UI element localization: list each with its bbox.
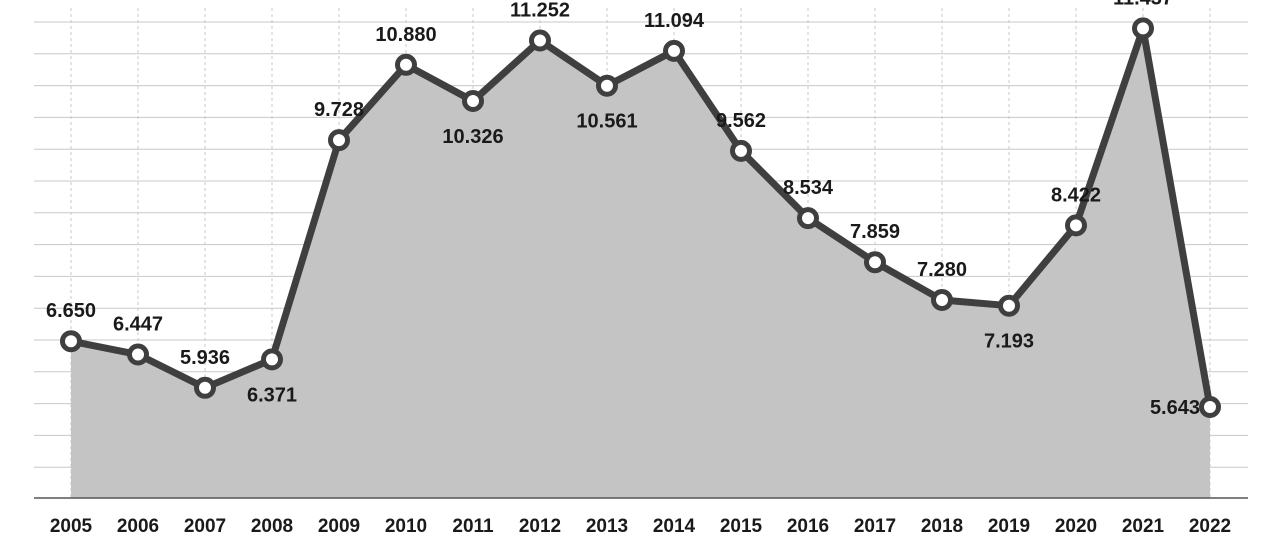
x-tick-label-2008: 2008	[251, 516, 293, 537]
point-marker-2013	[596, 74, 618, 97]
data-label-2021: 11.437	[1113, 0, 1173, 9]
series-line	[67, 24, 1214, 411]
x-tick-label-2016: 2016	[787, 516, 829, 537]
x-tick-label-2010: 2010	[385, 516, 427, 537]
point-markers	[60, 17, 1221, 418]
data-label-2012: 11.252	[510, 0, 570, 22]
x-tick-label-2012: 2012	[519, 516, 561, 537]
data-label-2016: 8.534	[783, 177, 834, 199]
point-marker-2018	[931, 289, 953, 311]
x-tick-label-2015: 2015	[720, 516, 763, 537]
x-tick-label-2011: 2011	[452, 516, 494, 537]
point-marker-2022	[1199, 396, 1221, 418]
point-marker-2014	[663, 39, 685, 62]
point-marker-2012	[529, 29, 551, 52]
x-tick-label-2006: 2006	[117, 516, 159, 537]
data-label-2008: 6.371	[247, 384, 297, 406]
data-label-2007: 5.936	[180, 347, 230, 369]
data-label-2019: 7.193	[984, 331, 1034, 353]
data-label-2010: 10.880	[375, 24, 436, 46]
point-marker-2016	[797, 207, 819, 230]
data-label-2020: 8.422	[1051, 184, 1101, 206]
point-marker-2021	[1132, 17, 1154, 40]
point-marker-2011	[462, 90, 484, 112]
x-tick-labels: 2005 2006 2007 2008 2009 2010 2011 2012 2013 2014…	[50, 516, 1231, 537]
point-marker-2005	[60, 330, 82, 353]
data-label-2017: 7.859	[850, 221, 900, 243]
data-label-2015: 9.562	[716, 110, 766, 132]
point-marker-2020	[1065, 214, 1087, 237]
data-label-2018: 7.280	[917, 259, 967, 281]
data-label-2005: 6.650	[46, 300, 96, 322]
x-tick-label-2005: 2005	[50, 516, 93, 537]
data-label-2011: 10.326	[442, 126, 503, 148]
point-marker-2015	[730, 139, 752, 162]
point-marker-2006	[127, 343, 149, 366]
point-marker-2010	[395, 53, 417, 76]
series-area	[71, 28, 1210, 499]
x-tick-label-2007: 2007	[184, 516, 226, 537]
x-tick-label-2013: 2013	[586, 516, 628, 537]
x-tick-label-2017: 2017	[854, 516, 896, 537]
x-tick-label-2014: 2014	[653, 516, 696, 537]
point-marker-2009	[328, 129, 350, 152]
data-label-2013: 10.561	[576, 111, 637, 133]
x-tick-label-2009: 2009	[318, 516, 360, 537]
x-tick-label-2022: 2022	[1189, 516, 1231, 537]
x-tick-label-2019: 2019	[988, 516, 1030, 537]
x-tick-label-2018: 2018	[921, 516, 963, 537]
data-label-2014: 11.094	[644, 10, 705, 32]
x-tick-label-2021: 2021	[1122, 516, 1165, 537]
data-label-2006: 6.447	[113, 314, 163, 336]
point-marker-2017	[864, 251, 886, 274]
x-tick-label-2020: 2020	[1055, 516, 1097, 537]
data-label-2009: 9.728	[314, 99, 364, 121]
data-labels: 6.650 6.447 5.936 6.371 9.728 10.880 10.326 11.…	[46, 0, 1200, 419]
point-marker-2007	[194, 376, 216, 399]
point-marker-2019	[998, 294, 1020, 317]
data-label-2022: 5.643	[1150, 397, 1200, 419]
point-marker-2008	[261, 348, 283, 371]
